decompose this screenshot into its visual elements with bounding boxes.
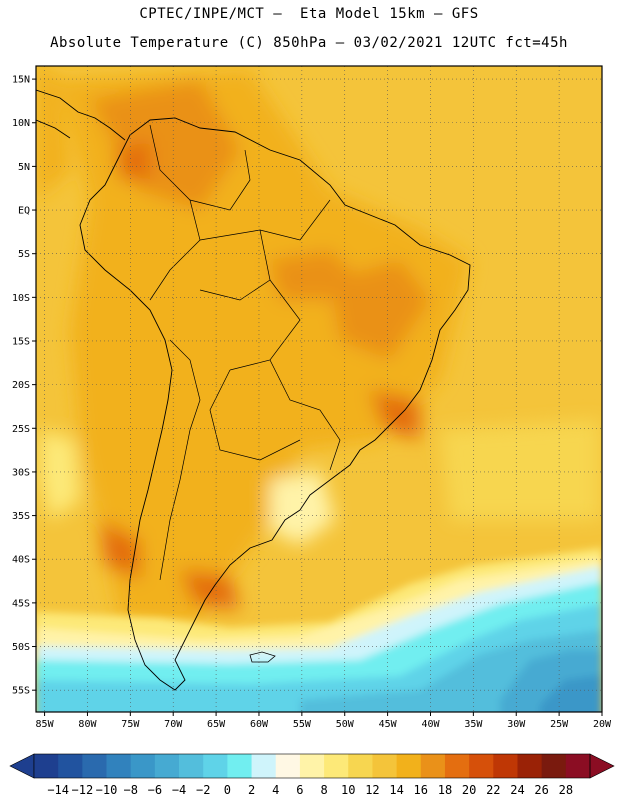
lat-tick-label: 25S [12, 424, 30, 435]
latitude-axis: 15N 10N 5N EQ 5S 10S 15S 20S 25S 30S 35S 40S 45S 50S 5… [12, 75, 36, 697]
lat-tick-label: 10S [12, 293, 30, 304]
lon-tick-label: 85W [36, 719, 55, 730]
colorbar-swatch [251, 754, 277, 778]
colorbar-swatch [469, 754, 494, 778]
colorbar-label: −10 [96, 783, 118, 797]
colorbar-label: 16 [414, 783, 428, 797]
lat-tick-label: 15N [12, 75, 30, 86]
coastline-central-america [36, 89, 126, 141]
temperature-field [36, 66, 602, 712]
chart-title-line1: CPTEC/INPE/MCT – Eta Model 15km – GFS [139, 6, 479, 22]
colorbar-swatch [130, 754, 156, 778]
colorbar-swatch [58, 754, 83, 778]
lon-tick-label: 45W [379, 719, 398, 730]
lat-tick-label: 40S [12, 555, 30, 566]
colorbar-swatch [82, 754, 107, 778]
colorbar-label: 28 [559, 783, 573, 797]
colorbar-swatch [541, 754, 567, 778]
falkland-islands [249, 651, 276, 663]
colorbar-label: 14 [389, 783, 403, 797]
colorbar-label: 26 [534, 783, 548, 797]
colorbar-under-arrow [9, 753, 35, 779]
lon-tick-label: 65W [207, 719, 226, 730]
lon-tick-label: 70W [164, 719, 183, 730]
colorbar-label: 6 [296, 783, 303, 797]
colorbar-swatch [179, 754, 204, 778]
colorbar-label: 24 [510, 783, 524, 797]
colorbar-label: 12 [365, 783, 379, 797]
colorbar-swatch [517, 754, 543, 778]
lon-tick-label: 20W [593, 719, 612, 730]
colorbar-label: −12 [72, 783, 94, 797]
lat-tick-label: 35S [12, 511, 30, 522]
colorbar-label: 8 [320, 783, 327, 797]
lat-tick-label: 15S [12, 336, 30, 347]
chart-title-line2: Absolute Temperature (C) 850hPa – 03/02/… [50, 35, 568, 51]
colorbar-swatch [275, 754, 301, 778]
lat-tick-label: 50S [12, 642, 30, 653]
colorbar: −14 −12 −10 −8 −6 −4 −2 0 2 4 6 8 10 12 14 16 18 20 22 24 26… [9, 753, 615, 797]
colorbar-swatch [106, 754, 132, 778]
lat-tick-label: 20S [12, 380, 30, 391]
lat-tick-label: 55S [12, 686, 30, 697]
colorbar-swatch [565, 754, 591, 778]
coastline-south-america [79, 117, 471, 691]
colorbar-label: 2 [248, 783, 255, 797]
lon-tick-label: 80W [78, 719, 97, 730]
colorbar-label: 4 [272, 783, 279, 797]
lon-tick-label: 30W [507, 719, 526, 730]
colorbar-label: 22 [486, 783, 500, 797]
colorbar-swatch [420, 754, 446, 778]
country-borders [149, 124, 341, 581]
colorbar-swatch [348, 754, 373, 778]
lon-tick-label: 35W [464, 719, 483, 730]
colorbar-label: 10 [341, 783, 355, 797]
colorbar-label: 0 [224, 783, 231, 797]
colorbar-label: 18 [438, 783, 452, 797]
lat-tick-label: 10N [12, 118, 30, 129]
colorbar-label: −4 [172, 783, 186, 797]
lon-tick-label: 40W [421, 719, 440, 730]
longitude-axis: 85W 80W 75W 70W 65W 60W 55W 50W 45W 40W 35W 30W 25W 2… [36, 712, 612, 730]
colorbar-swatch [203, 754, 228, 778]
colorbar-frame [33, 753, 591, 779]
colorbar-label: −14 [47, 783, 69, 797]
colorbar-swatch [372, 754, 398, 778]
map-frame [35, 65, 603, 713]
colorbar-swatch [154, 754, 180, 778]
lon-tick-label: 75W [121, 719, 140, 730]
colorbar-label: 20 [462, 783, 476, 797]
colorbar-swatch [227, 754, 252, 778]
lat-tick-label: 5N [18, 162, 30, 173]
lon-tick-label: 50W [336, 719, 355, 730]
colorbar-swatch [444, 754, 470, 778]
colorbar-label: −8 [123, 783, 137, 797]
colorbar-swatch [396, 754, 422, 778]
colorbar-swatch [299, 754, 325, 778]
lat-tick-label: EQ [18, 206, 30, 217]
lat-tick-label: 5S [18, 249, 30, 260]
colorbar-swatch [493, 754, 518, 778]
colorbar-over-arrow [589, 753, 615, 779]
lon-tick-label: 55W [293, 719, 312, 730]
lat-tick-label: 45S [12, 598, 30, 609]
colorbar-swatch [34, 754, 59, 778]
lon-tick-label: 25W [550, 719, 569, 730]
colorbar-label: −6 [148, 783, 162, 797]
lat-tick-label: 30S [12, 467, 30, 478]
lon-tick-label: 60W [250, 719, 269, 730]
colorbar-label: −2 [196, 783, 210, 797]
colorbar-swatch [324, 754, 349, 778]
